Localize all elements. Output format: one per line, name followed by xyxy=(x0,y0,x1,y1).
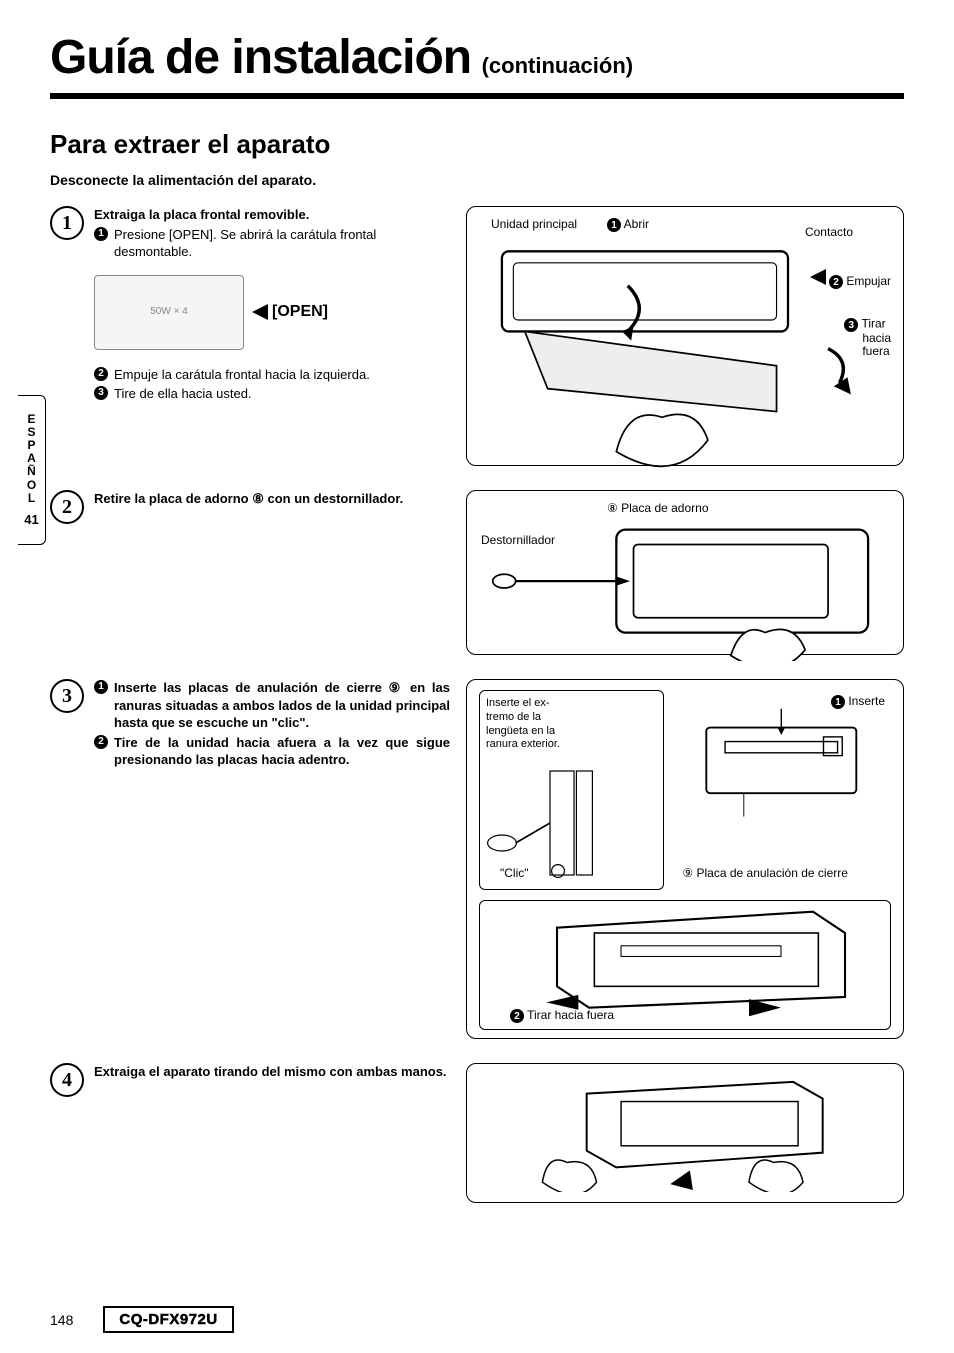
fig-bullet-2: 2 Empujar xyxy=(810,269,891,289)
fig-inserte-label: Inserte xyxy=(848,694,885,708)
fig-clic-label: "Clic" xyxy=(500,866,529,881)
step-left: 3 1 Inserte las placas de anulación de c… xyxy=(50,679,450,771)
section-subheading: Desconecte la alimentación del aparato. xyxy=(50,172,904,188)
bullet-num-icon: 2 xyxy=(510,1009,524,1023)
step-body: Retire la placa de adorno ⑧ con un desto… xyxy=(94,490,450,510)
lang-char: O xyxy=(27,479,36,492)
insert-text-1: Inserte el ex- xyxy=(486,697,550,709)
page-title-block: Guía de instalación (continuación) xyxy=(50,30,904,85)
illustration-trim-plate xyxy=(479,501,891,661)
illustration-two-hands xyxy=(479,1074,891,1192)
insert-text-2: tremo de la xyxy=(486,711,541,723)
bullet-line: 2 Tire de la unidad hacia afuera a la ve… xyxy=(94,734,450,769)
step-heading: Retire la placa de adorno ⑧ con un desto… xyxy=(94,490,450,508)
step-row: 1 Extraiga la placa frontal removible. 1… xyxy=(50,206,904,466)
lang-char: Ñ xyxy=(27,465,36,478)
fig-tirar-2: hacia xyxy=(862,331,891,345)
bullet-num-1: 1 xyxy=(94,680,108,694)
bullet-line: 2 Empuje la carátula frontal hacia la iz… xyxy=(94,366,450,384)
fig-tirar-label: Tirar hacia fuera xyxy=(527,1008,614,1022)
fig-unit-label: Unidad principal xyxy=(491,217,577,231)
arrow-left-icon xyxy=(810,269,826,285)
figure-step3: Inserte el ex- tremo de la lengüeta en l… xyxy=(466,679,904,1039)
page-title: Guía de instalación xyxy=(50,31,471,84)
fig-tool-label: Destornillador xyxy=(481,533,555,547)
step-body: Extraiga la placa frontal removible. 1 P… xyxy=(94,206,450,405)
bullet-text: Empuje la carátula frontal hacia la izqu… xyxy=(114,366,370,384)
fig-bullet-2: 2 Tirar hacia fuera xyxy=(510,1008,614,1023)
fig-bullet-3: 3 Tirar hacia fuera xyxy=(844,317,891,358)
bullet-text: Tire de la unidad hacia afuera a la vez … xyxy=(114,734,450,769)
page-title-sub: (continuación) xyxy=(482,53,634,78)
lang-char: E xyxy=(27,413,35,426)
bullet-text: Inserte las placas de anulación de cierr… xyxy=(114,679,450,732)
page-number: 148 xyxy=(50,1312,73,1328)
bullet-text: Presione [OPEN]. Se abrirá la carátula f… xyxy=(114,226,450,261)
step-number-4: 4 xyxy=(50,1063,84,1097)
sub-figure-pullout: 2 Tirar hacia fuera xyxy=(479,900,891,1030)
title-divider xyxy=(50,93,904,99)
fig-plate9-label: ⑨ Placa de anulación de cierre xyxy=(682,866,887,880)
fig-bullet-1: 1 Inserte xyxy=(831,694,885,709)
arrow-left-icon xyxy=(252,304,268,320)
bullet-num-2: 2 xyxy=(94,735,108,749)
page-footer: 148 CQ-DFX972U xyxy=(50,1306,904,1333)
step-number-2: 2 xyxy=(50,490,84,524)
sub-figure-unit: 1 Inserte ⑨ Placa de anulación de cierre xyxy=(672,690,891,890)
step-row: 4 Extraiga el aparato tirando del mismo … xyxy=(50,1063,904,1203)
step-number-3: 3 xyxy=(50,679,84,713)
figure-step1: Unidad principal 1 Abrir Contacto 2 Empu… xyxy=(466,206,904,466)
bullet-num-icon: 3 xyxy=(844,318,858,332)
fig-tirar-3: fuera xyxy=(862,344,889,358)
device-wattage-label: 50W × 4 xyxy=(150,305,188,319)
fig-empujar-label: Empujar xyxy=(846,274,891,288)
bullet-line: 3 Tire de ella hacia usted. xyxy=(94,385,450,403)
step-heading: Extraiga la placa frontal removible. xyxy=(94,206,450,224)
bullet-num-1: 1 xyxy=(94,227,108,241)
insert-text-4: ranura exterior. xyxy=(486,738,560,750)
device-panel-illustration: 50W × 4 xyxy=(94,275,244,350)
step-body: Extraiga el aparato tirando del mismo co… xyxy=(94,1063,450,1083)
side-page-number: 41 xyxy=(24,513,38,527)
insert-text-3: lengüeta en la xyxy=(486,725,555,737)
fig-abrir-label: Abrir xyxy=(624,217,649,231)
steps-container: 1 Extraiga la placa frontal removible. 1… xyxy=(50,206,904,1203)
step-row: 2 Retire la placa de adorno ⑧ con un des… xyxy=(50,490,904,655)
figure-step2: ⑧ Placa de adorno Destornillador xyxy=(466,490,904,655)
bullet-line: 1 Inserte las placas de anulación de cie… xyxy=(94,679,450,732)
step-heading: Extraiga el aparato tirando del mismo co… xyxy=(94,1063,450,1081)
bullet-num-icon: 1 xyxy=(831,695,845,709)
step-row: 3 1 Inserte las placas de anulación de c… xyxy=(50,679,904,1039)
bullet-text: Tire de ella hacia usted. xyxy=(114,385,252,403)
fig-contact-label: Contacto xyxy=(805,225,853,239)
step-number-1: 1 xyxy=(50,206,84,240)
step-body: 1 Inserte las placas de anulación de cie… xyxy=(94,679,450,771)
step-left: 4 Extraiga el aparato tirando del mismo … xyxy=(50,1063,450,1097)
figure-step4 xyxy=(466,1063,904,1203)
bullet-num-icon: 2 xyxy=(829,275,843,289)
step-left: 1 Extraiga la placa frontal removible. 1… xyxy=(50,206,450,405)
section-heading: Para extraer el aparato xyxy=(50,129,904,160)
illustration-front-panel xyxy=(479,217,891,469)
step-left: 2 Retire la placa de adorno ⑧ con un des… xyxy=(50,490,450,524)
sub-figure-insert: Inserte el ex- tremo de la lengüeta en l… xyxy=(479,690,664,890)
bullet-line: 1 Presione [OPEN]. Se abrirá la carátula… xyxy=(94,226,450,261)
open-label-text: [OPEN] xyxy=(272,301,328,323)
bullet-num-3: 3 xyxy=(94,386,108,400)
fig-plate-label: ⑧ Placa de adorno xyxy=(607,501,709,515)
open-button-label: [OPEN] xyxy=(252,301,328,323)
bullet-num-2: 2 xyxy=(94,367,108,381)
illustration-unit-front xyxy=(672,690,891,840)
model-badge: CQ-DFX972U xyxy=(103,1306,233,1333)
lang-char: L xyxy=(28,492,35,505)
bullet-num-icon: 1 xyxy=(607,218,621,232)
language-tab: E S P A Ñ O L 41 xyxy=(18,395,46,545)
fig-tirar-1: Tirar xyxy=(861,317,885,331)
fig-bullet-1: 1 Abrir xyxy=(607,217,649,232)
